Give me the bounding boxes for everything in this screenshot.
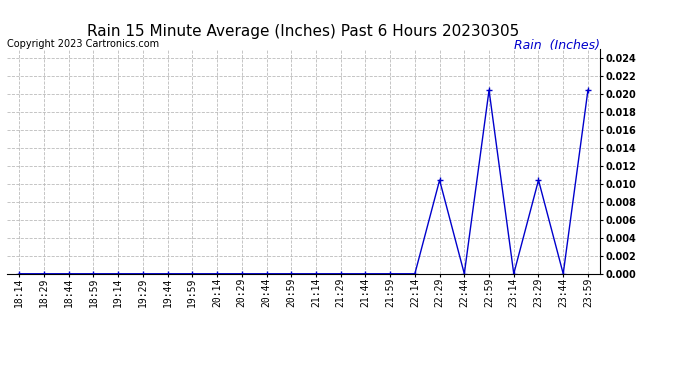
Text: Copyright 2023 Cartronics.com: Copyright 2023 Cartronics.com	[7, 39, 159, 50]
Text: Rain  (Inches): Rain (Inches)	[514, 39, 600, 53]
Text: Rain 15 Minute Average (Inches) Past 6 Hours 20230305: Rain 15 Minute Average (Inches) Past 6 H…	[88, 24, 520, 39]
